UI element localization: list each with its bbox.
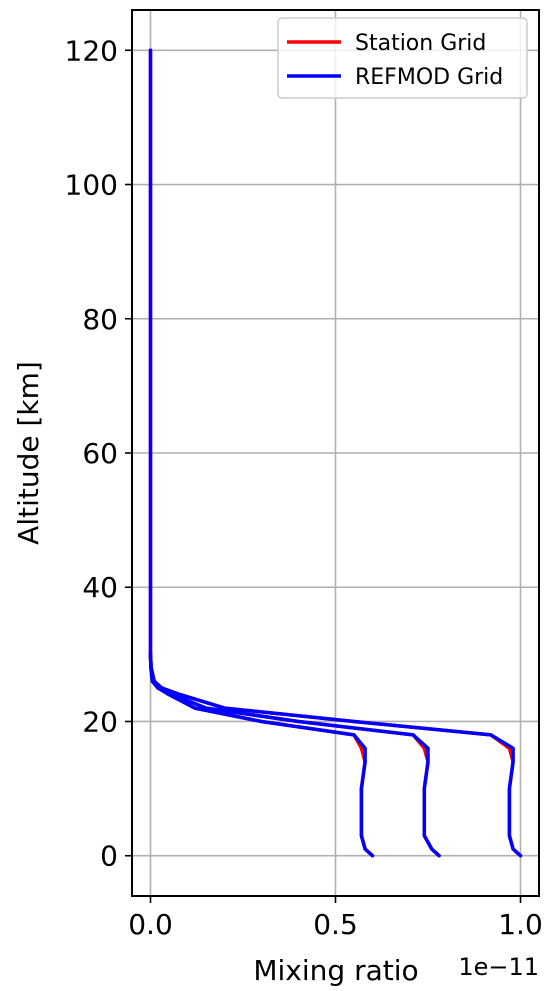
x-tick-label: 0.5: [313, 908, 358, 941]
legend-label-refmod-grid: REFMOD Grid: [355, 65, 503, 90]
y-tick-label: 60: [82, 437, 118, 470]
y-tick-label: 100: [65, 169, 118, 202]
series-line-station-grid: [148, 652, 441, 858]
y-tick-label: 80: [82, 303, 118, 336]
legend-label-station-grid: Station Grid: [355, 31, 486, 56]
y-tick-label: 0: [100, 840, 118, 873]
y-tick-label: 120: [65, 34, 118, 67]
axis-ticks: 0.0 0.5 1.0 0 20 40 60 80 100 120: [65, 34, 543, 941]
x-axis-scale-label: 1e−11: [458, 953, 539, 981]
x-tick-label: 0.0: [128, 908, 173, 941]
grid-lines: [132, 10, 539, 896]
series-lines: [148, 48, 523, 858]
series-line-refmod-grid: [148, 652, 523, 858]
y-tick-label: 40: [82, 571, 118, 604]
y-axis-label: Altitude [km]: [12, 361, 45, 545]
series-line-refmod-grid: [148, 652, 441, 858]
legend-box: [277, 17, 528, 99]
legend: Station Grid REFMOD Grid: [277, 17, 528, 99]
x-tick-label: 1.0: [498, 908, 543, 941]
x-axis-label: Mixing ratio: [253, 954, 418, 987]
y-tick-label: 20: [82, 705, 118, 738]
